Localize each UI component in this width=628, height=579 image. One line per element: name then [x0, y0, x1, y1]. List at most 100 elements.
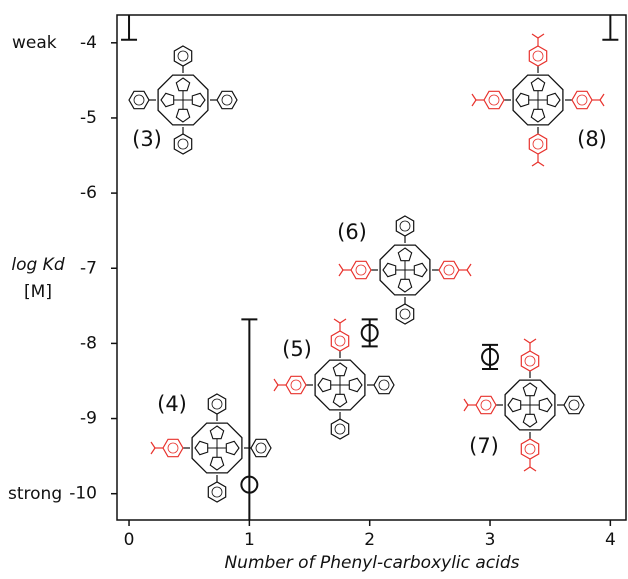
porphyrin-ring — [191, 422, 243, 474]
phenyl — [330, 418, 350, 440]
phenyl-ring — [334, 423, 346, 435]
point — [240, 475, 259, 494]
x-axis-label: Number of Phenyl-carboxylic acids — [224, 553, 519, 573]
phenyl — [162, 438, 184, 458]
pyrrole — [507, 397, 522, 413]
y-axis-unit: [M] — [24, 282, 52, 302]
phenyl — [250, 438, 272, 458]
pyrrole — [209, 425, 225, 440]
strong-label: strong — [8, 484, 62, 504]
acid-bond — [339, 318, 347, 324]
acid-bond — [529, 466, 537, 472]
y-tick-label: -5 — [80, 108, 97, 128]
phenyl — [207, 393, 227, 415]
pyrrole — [413, 262, 428, 278]
acid-bond — [523, 338, 531, 344]
compound-label: (3) — [132, 127, 162, 151]
phenyl-ring — [443, 264, 455, 276]
phenyl-ring — [211, 398, 223, 410]
point — [360, 323, 379, 342]
acid-bond — [466, 269, 472, 277]
pyrrole — [194, 440, 209, 456]
compound-label: (8) — [577, 127, 607, 151]
pyrrole — [225, 440, 240, 456]
phenyl-ring — [290, 379, 302, 391]
porphyrin-ring — [512, 74, 564, 126]
acid-bond — [463, 398, 469, 406]
acid-bond — [471, 93, 477, 101]
acid-bond — [150, 447, 156, 455]
phenyl — [475, 395, 497, 415]
porphyrin-ring — [157, 74, 209, 126]
x-tick-label: 0 — [124, 530, 135, 550]
pyrrole — [175, 77, 191, 92]
phenyl — [285, 375, 307, 395]
x-tick-label: 3 — [485, 530, 496, 550]
acid-bond — [531, 33, 539, 39]
phenyl-ring — [524, 355, 536, 367]
y-tick-label: -4 — [80, 33, 97, 53]
compound-label: (6) — [337, 220, 367, 244]
pyrrole — [522, 413, 538, 428]
phenyl — [216, 90, 238, 110]
phenyl-ring — [399, 220, 411, 232]
acid-bond — [537, 161, 545, 167]
phenyl-ring — [355, 264, 367, 276]
porphyrin-ring — [504, 379, 556, 431]
acid-bond — [599, 99, 605, 107]
pyrrole — [522, 382, 538, 397]
phenyl — [173, 133, 193, 155]
phenyl-ring — [221, 94, 233, 106]
molecule-drawings — [128, 33, 605, 503]
pyrrole — [332, 362, 348, 377]
phenyl — [207, 481, 227, 503]
phenyl — [330, 330, 350, 352]
phenyl-ring — [568, 399, 580, 411]
pyrrole — [160, 92, 175, 108]
compound-label: (5) — [282, 337, 312, 361]
weak-label: weak — [12, 33, 57, 53]
acid-bond — [466, 263, 472, 271]
phenyl-ring — [399, 308, 411, 320]
phenyl-ring — [255, 442, 267, 454]
phenyl-ring — [480, 399, 492, 411]
acid-bond — [471, 99, 477, 107]
phenyl-ring — [532, 138, 544, 150]
phenyl — [350, 260, 372, 280]
compound-label: (4) — [157, 392, 187, 416]
acid-bond — [531, 161, 539, 167]
phenyl — [520, 350, 540, 372]
pyrrole — [191, 92, 206, 108]
pyrrole — [546, 92, 561, 108]
pyrrole — [538, 397, 553, 413]
phenyl-ring — [177, 50, 189, 62]
porphyrin-ring — [314, 359, 366, 411]
pyrrole — [382, 262, 397, 278]
phenyl — [520, 438, 540, 460]
y-tick-label: -7 — [80, 258, 97, 278]
y-tick-label: -8 — [80, 333, 97, 353]
x-tick-label: 2 — [364, 530, 375, 550]
acid-bond — [599, 93, 605, 101]
pyrrole — [530, 77, 546, 92]
point — [481, 347, 500, 366]
pyrrole — [175, 108, 191, 123]
phenyl-ring — [211, 486, 223, 498]
acid-bond — [273, 384, 279, 392]
phenyl — [128, 90, 150, 110]
phenyl — [528, 45, 548, 67]
pyrrole — [397, 278, 413, 293]
acid-bond — [338, 263, 344, 271]
porphyrin-ring — [379, 244, 431, 296]
pyrrole — [332, 393, 348, 408]
phenyl — [483, 90, 505, 110]
acid-bond — [273, 378, 279, 386]
phenyl-ring — [133, 94, 145, 106]
phenyl-ring — [576, 94, 588, 106]
phenyl — [563, 395, 585, 415]
acid-bond — [523, 466, 531, 472]
acid-bond — [333, 318, 341, 324]
pyrrole — [209, 456, 225, 471]
acid-bond — [537, 33, 545, 39]
acid-bond — [150, 441, 156, 449]
